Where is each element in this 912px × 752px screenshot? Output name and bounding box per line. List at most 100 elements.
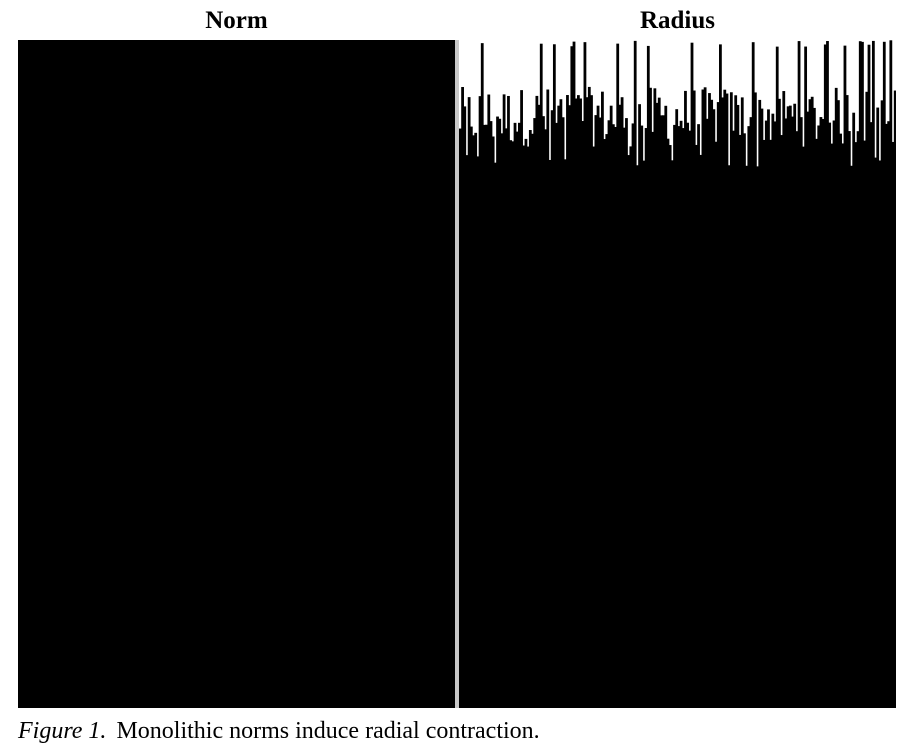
bar <box>275 40 279 708</box>
bar <box>24 40 28 708</box>
bar <box>459 128 462 708</box>
bar <box>559 99 563 708</box>
bar <box>120 40 124 708</box>
bar <box>806 111 810 708</box>
bar <box>328 40 332 708</box>
bar <box>852 112 856 708</box>
bar <box>31 40 34 708</box>
bar <box>157 40 161 708</box>
bar <box>430 40 434 708</box>
bar <box>839 133 842 708</box>
bar <box>812 107 816 708</box>
bar <box>450 40 454 708</box>
bar <box>552 44 556 708</box>
bar <box>719 44 722 708</box>
bar <box>203 40 207 708</box>
radius-panel <box>459 40 896 708</box>
bar <box>223 40 227 708</box>
bar <box>111 40 115 708</box>
bar <box>22 40 26 708</box>
bar <box>518 122 521 708</box>
norm-panel <box>18 40 456 708</box>
bar <box>856 131 860 708</box>
bar <box>422 40 426 708</box>
bar <box>321 40 325 708</box>
bar <box>273 40 277 708</box>
bar <box>767 109 770 708</box>
bar <box>819 117 823 708</box>
bar <box>611 124 615 708</box>
bar <box>20 40 23 708</box>
bar <box>749 117 753 708</box>
bar <box>570 46 574 708</box>
bar <box>880 100 884 708</box>
bar <box>498 118 502 708</box>
bar <box>103 40 107 708</box>
bar <box>361 40 364 708</box>
bar <box>710 99 714 708</box>
bar <box>688 130 692 708</box>
bar <box>631 123 635 708</box>
radius-panel-title: Radius <box>639 7 716 34</box>
bar <box>426 40 430 708</box>
bar <box>101 40 104 708</box>
bar <box>579 98 582 708</box>
bar <box>712 109 716 708</box>
bar <box>601 91 604 708</box>
bar <box>345 40 349 708</box>
bar <box>614 126 617 708</box>
bar <box>105 40 109 708</box>
bar <box>365 40 369 708</box>
bar <box>646 45 650 708</box>
bar <box>861 41 864 708</box>
bar <box>409 40 412 708</box>
bar <box>435 40 439 708</box>
bar <box>37 40 41 708</box>
bar <box>35 40 39 708</box>
bar <box>574 98 578 708</box>
bar <box>149 40 152 708</box>
bar <box>854 142 858 708</box>
bar <box>175 40 179 708</box>
bar <box>581 121 585 708</box>
bar <box>398 40 401 708</box>
bar <box>797 41 801 708</box>
bar <box>548 159 552 708</box>
bar <box>135 40 139 708</box>
bar <box>247 40 251 708</box>
bar <box>566 95 569 708</box>
bar <box>153 40 157 708</box>
bar <box>738 134 742 708</box>
bar <box>467 97 471 708</box>
bar <box>219 40 222 708</box>
bar <box>251 40 255 708</box>
bar <box>371 40 375 708</box>
bar <box>192 40 196 708</box>
bar <box>771 113 775 708</box>
bar <box>164 40 168 708</box>
bar <box>598 117 602 708</box>
bar <box>87 40 91 708</box>
bar <box>666 138 670 708</box>
bar <box>428 40 432 708</box>
bar <box>747 126 751 708</box>
bar <box>352 40 356 708</box>
bar <box>716 102 720 708</box>
bar <box>633 40 637 708</box>
bar <box>736 104 740 708</box>
bar <box>690 42 694 708</box>
bar <box>850 165 853 708</box>
bar <box>258 40 262 708</box>
bar <box>194 40 198 708</box>
bar <box>400 40 404 708</box>
bar <box>299 40 303 708</box>
bar <box>677 126 681 708</box>
bar <box>504 128 508 708</box>
bar <box>782 91 786 708</box>
bar <box>249 40 253 708</box>
bar <box>869 122 873 708</box>
bar <box>555 122 558 708</box>
bar <box>122 40 126 708</box>
figure-caption: Figure 1. Monolithic norms induce radial … <box>18 716 540 746</box>
bar <box>380 40 384 708</box>
